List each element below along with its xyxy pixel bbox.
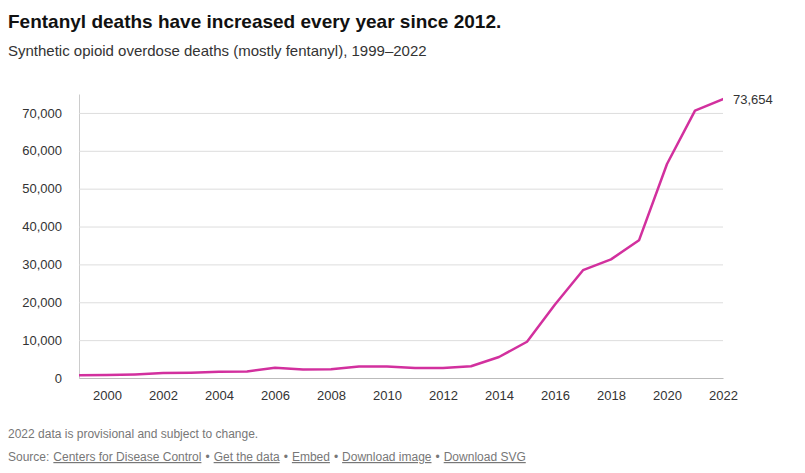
source-link[interactable]: Embed bbox=[292, 450, 330, 464]
source-separator: • bbox=[284, 450, 288, 464]
y-tick-label: 20,000 bbox=[22, 295, 62, 310]
y-tick-label: 30,000 bbox=[22, 257, 62, 272]
x-tick: 2014 bbox=[485, 378, 514, 403]
grid-line bbox=[79, 113, 723, 114]
chart: Fentanyl deaths have increased every yea… bbox=[0, 0, 805, 473]
grid-line bbox=[79, 189, 723, 190]
y-tick: 30,000 bbox=[22, 257, 723, 272]
x-tick-label: 2004 bbox=[205, 388, 234, 403]
y-tick: 40,000 bbox=[22, 219, 723, 234]
x-tick-label: 2020 bbox=[653, 388, 682, 403]
y-axis: 0 10,000 20,000 30,000 40,000 50,000 60,000 70,… bbox=[22, 95, 723, 386]
x-tick-label: 2012 bbox=[429, 388, 458, 403]
y-tick: 10,000 bbox=[22, 333, 723, 348]
source-link[interactable]: Download SVG bbox=[444, 450, 526, 464]
title: Fentanyl deaths have increased every yea… bbox=[8, 11, 501, 32]
x-tick-label: 2016 bbox=[541, 388, 570, 403]
x-tick: 2002 bbox=[149, 378, 178, 403]
data-label: 73,654 bbox=[733, 92, 773, 107]
y-tick: 60,000 bbox=[22, 143, 723, 158]
x-tick: 2006 bbox=[261, 378, 290, 403]
x-tick: 2020 bbox=[653, 378, 682, 403]
x-tick: 2000 bbox=[93, 378, 122, 403]
grid-line bbox=[79, 340, 723, 341]
y-tick-label: 70,000 bbox=[22, 106, 62, 121]
grid-line bbox=[79, 264, 723, 265]
grid-line bbox=[79, 151, 723, 152]
y-tick-label: 40,000 bbox=[22, 219, 62, 234]
x-tick: 2012 bbox=[429, 378, 458, 403]
x-tick-label: 2006 bbox=[261, 388, 290, 403]
grid-line bbox=[79, 227, 723, 228]
grid-line bbox=[79, 302, 723, 303]
plot-area bbox=[79, 99, 723, 375]
note: 2022 data is provisional and subject to … bbox=[8, 427, 258, 441]
source-label: Source: bbox=[8, 450, 49, 464]
source-separator: • bbox=[205, 450, 209, 464]
y-tick-label: 0 bbox=[55, 371, 62, 386]
x-axis: 2000 2002 2004 2006 2008 2010 2012 2014 2016 2018… bbox=[80, 378, 738, 403]
y-tick: 50,000 bbox=[22, 181, 723, 196]
x-tick-label: 2010 bbox=[373, 388, 402, 403]
source-link[interactable]: Centers for Disease Control bbox=[53, 450, 201, 464]
x-tick: 2004 bbox=[205, 378, 234, 403]
y-tick-label: 10,000 bbox=[22, 333, 62, 348]
x-tick: 2018 bbox=[597, 378, 626, 403]
y-axis-line bbox=[79, 95, 80, 379]
x-tick: 2010 bbox=[373, 378, 402, 403]
y-tick: 70,000 bbox=[22, 106, 723, 121]
x-tick-label: 2014 bbox=[485, 388, 514, 403]
y-tick-label: 60,000 bbox=[22, 143, 62, 158]
y-tick: 20,000 bbox=[22, 295, 723, 310]
x-tick: 2016 bbox=[541, 378, 570, 403]
x-tick-label: 2000 bbox=[93, 388, 122, 403]
x-tick-label: 2008 bbox=[317, 388, 346, 403]
source-link[interactable]: Download image bbox=[342, 450, 432, 464]
x-axis-line bbox=[80, 378, 724, 379]
x-tick-label: 2018 bbox=[597, 388, 626, 403]
y-tick-label: 50,000 bbox=[22, 181, 62, 196]
source-separator: • bbox=[436, 450, 440, 464]
x-tick-label: 2002 bbox=[149, 388, 178, 403]
line bbox=[79, 99, 723, 375]
subtitle: Synthetic opioid overdose deaths (mostly… bbox=[8, 42, 427, 59]
grid-line bbox=[79, 378, 723, 379]
source-link[interactable]: Get the data bbox=[214, 450, 280, 464]
x-tick-label: 2022 bbox=[709, 388, 738, 403]
source-separator: • bbox=[334, 450, 338, 464]
x-tick: 2008 bbox=[317, 378, 346, 403]
x-tick: 2022 bbox=[709, 378, 738, 403]
